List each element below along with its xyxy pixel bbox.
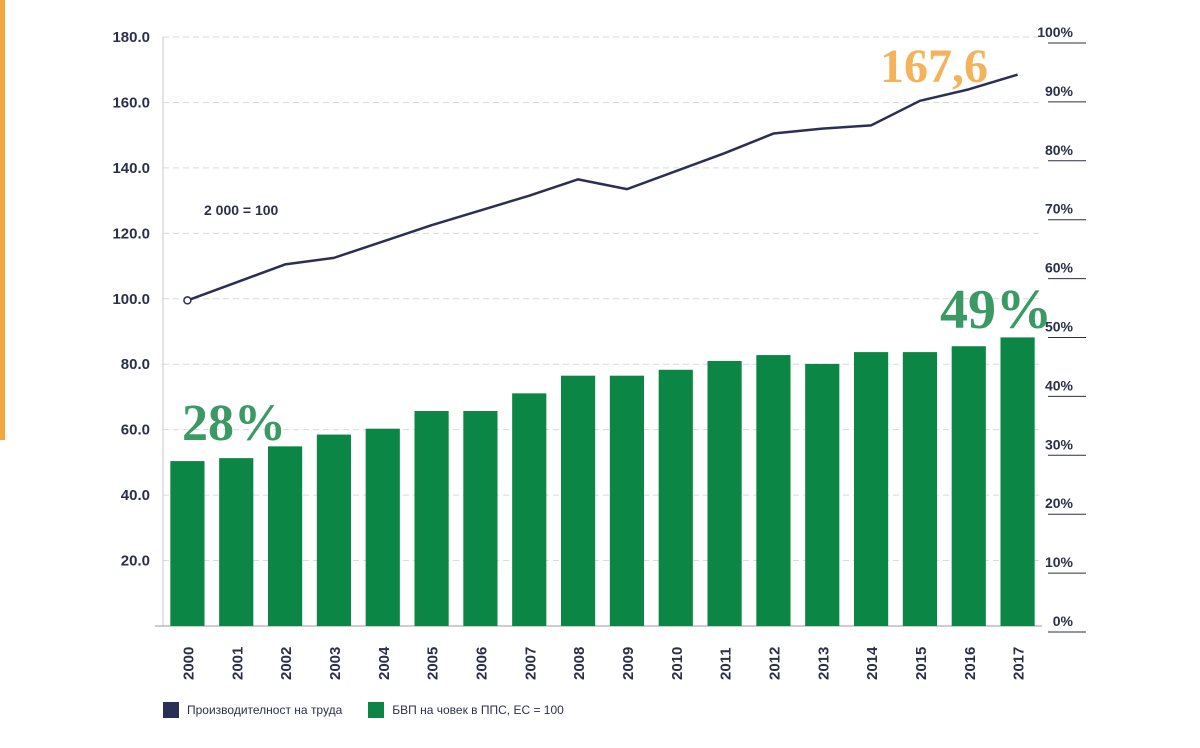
y-left-tick-label: 80.0 xyxy=(121,356,150,373)
y-left-tick-label: 20.0 xyxy=(121,553,150,570)
legend-label-productivity: Производителност на труда xyxy=(187,703,343,717)
x-tick-label-2004: 2004 xyxy=(376,646,393,680)
x-tick-label-2014: 2014 xyxy=(864,646,881,680)
bar-2013 xyxy=(805,363,840,626)
y-left-tick-label: 40.0 xyxy=(121,487,150,504)
y-left-tick-label: 140.0 xyxy=(112,160,150,177)
y-left-tick-label: 60.0 xyxy=(121,422,150,439)
legend: Производителност на труда БВП на човек в… xyxy=(163,702,564,718)
bar-2007 xyxy=(512,393,547,626)
y-left-tick-label: 180.0 xyxy=(112,29,150,46)
y-left-tick-label: 100.0 xyxy=(112,291,150,308)
x-tick-label-2002: 2002 xyxy=(278,647,295,680)
bar-2014 xyxy=(853,352,889,626)
bar-2012 xyxy=(756,355,791,626)
end-bar-value-label: 49% xyxy=(940,279,1052,341)
base-note: 2 000 = 100 xyxy=(204,202,279,218)
productivity-line xyxy=(186,73,1018,302)
y-right-tick-label: 70% xyxy=(1045,201,1074,217)
bar-2010 xyxy=(658,369,693,626)
x-tick-label-2015: 2015 xyxy=(913,647,930,680)
x-tick-label-2017: 2017 xyxy=(1011,647,1028,680)
x-tick-label-2003: 2003 xyxy=(327,647,344,680)
y-right-tick-label: 90% xyxy=(1045,83,1074,99)
chart-area: 20.0 40.0 60.0 80.0 100.0 120.0 140.0 160.0 180.… xyxy=(112,24,1086,680)
x-tick-label-2008: 2008 xyxy=(571,647,588,680)
y-left-tick-label: 160.0 xyxy=(112,94,150,111)
accent-bar xyxy=(0,0,5,440)
y-right-tick-label: 10% xyxy=(1045,554,1074,570)
y-right-tick-label: 80% xyxy=(1045,142,1074,158)
y-right-tick-label: 100% xyxy=(1037,24,1073,40)
x-tick-label-2007: 2007 xyxy=(522,647,539,680)
x-tick-label-2000: 2000 xyxy=(180,647,197,680)
x-tick-label-2013: 2013 xyxy=(815,647,832,680)
legend-swatch-gdp xyxy=(368,702,385,718)
y-right-tick-label: 60% xyxy=(1045,260,1074,276)
bar-2002 xyxy=(267,446,303,626)
y-right-tick-label: 20% xyxy=(1045,495,1074,511)
bar-2001 xyxy=(219,458,254,626)
x-tick-label-2012: 2012 xyxy=(766,647,783,680)
legend-item-gdp: БВП на човек в ППС, ЕС = 100 xyxy=(368,702,564,718)
bar-2015 xyxy=(902,352,938,626)
bar-2005 xyxy=(414,411,449,626)
x-tick-label-2006: 2006 xyxy=(473,647,490,680)
x-tick-label-2016: 2016 xyxy=(962,647,979,680)
bar-2016 xyxy=(951,346,986,626)
legend-label-gdp: БВП на човек в ППС, ЕС = 100 xyxy=(392,703,564,717)
bar-2017 xyxy=(1000,337,1035,626)
productivity-start-point xyxy=(183,296,192,305)
bar-2004 xyxy=(365,428,400,626)
x-tick-label-2005: 2005 xyxy=(425,647,442,680)
end-line-value-label: 167,6 xyxy=(880,40,988,93)
start-bar-value-label: 28% xyxy=(182,395,286,452)
y-left-tick-label: 120.0 xyxy=(112,225,150,242)
x-tick-label-2010: 2010 xyxy=(669,647,686,680)
y-right-tick-label: 40% xyxy=(1045,377,1074,393)
x-tick-label-2011: 2011 xyxy=(718,647,735,680)
bar-2008 xyxy=(560,375,596,626)
legend-item-productivity: Производителност на труда xyxy=(163,702,342,718)
bar-2006 xyxy=(463,411,498,626)
legend-swatch-productivity xyxy=(163,702,179,718)
bar-2009 xyxy=(609,375,645,626)
y-right-tick-label: 30% xyxy=(1045,436,1074,452)
bar-2011 xyxy=(707,360,742,626)
y-right-tick-label: 50% xyxy=(1045,319,1074,335)
y-right-tick-label: 0% xyxy=(1053,613,1074,629)
x-tick-label-2009: 2009 xyxy=(620,647,637,680)
bar-2003 xyxy=(316,434,352,626)
bar-2000 xyxy=(170,461,205,626)
x-tick-label-2001: 2001 xyxy=(229,647,246,680)
